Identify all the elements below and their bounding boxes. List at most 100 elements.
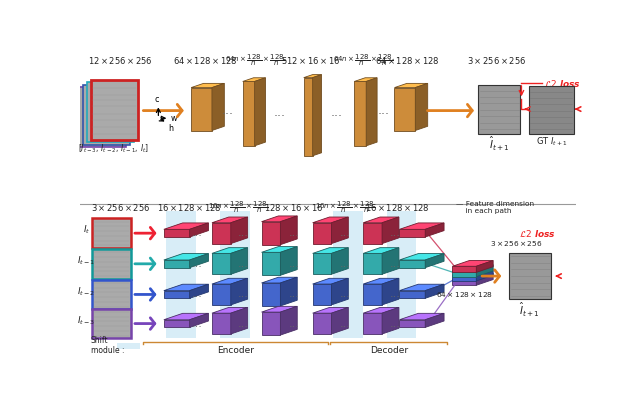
Polygon shape bbox=[425, 313, 444, 328]
Text: $\mathcal{L}2$ loss: $\mathcal{L}2$ loss bbox=[544, 78, 580, 88]
Polygon shape bbox=[212, 313, 231, 334]
FancyBboxPatch shape bbox=[387, 211, 416, 338]
Polygon shape bbox=[415, 84, 428, 131]
Text: ...: ... bbox=[390, 318, 401, 329]
Text: Encoder: Encoder bbox=[217, 346, 254, 355]
Text: — Feature dimension
    in each path: — Feature dimension in each path bbox=[456, 201, 534, 214]
Polygon shape bbox=[364, 307, 399, 313]
Polygon shape bbox=[452, 261, 493, 266]
Polygon shape bbox=[476, 273, 493, 285]
FancyBboxPatch shape bbox=[478, 84, 520, 134]
Polygon shape bbox=[355, 82, 366, 146]
Text: $64n\times\dfrac{128}{n}\times\dfrac{128}{n}$: $64n\times\dfrac{128}{n}\times\dfrac{128… bbox=[225, 53, 285, 68]
Text: ...: ... bbox=[289, 228, 300, 238]
Text: w: w bbox=[171, 114, 177, 123]
Text: $64n\times\dfrac{128}{n}\times\dfrac{128}{n}$: $64n\times\dfrac{128}{n}\times\dfrac{128… bbox=[333, 53, 393, 68]
Polygon shape bbox=[355, 78, 377, 82]
Polygon shape bbox=[231, 278, 248, 305]
Text: ...: ... bbox=[274, 105, 286, 119]
FancyBboxPatch shape bbox=[166, 211, 196, 338]
Text: $512\times16\times16$: $512\times16\times16$ bbox=[281, 55, 340, 66]
Polygon shape bbox=[425, 254, 444, 267]
Polygon shape bbox=[332, 278, 348, 305]
Text: h: h bbox=[168, 124, 173, 133]
Polygon shape bbox=[262, 247, 297, 252]
FancyBboxPatch shape bbox=[529, 86, 573, 134]
Text: $I_t$: $I_t$ bbox=[83, 224, 90, 236]
FancyBboxPatch shape bbox=[79, 87, 126, 147]
Text: $12\times256\times256$: $12\times256\times256$ bbox=[88, 55, 153, 66]
Text: $I_{t-1}$: $I_{t-1}$ bbox=[77, 254, 95, 267]
Polygon shape bbox=[189, 223, 209, 237]
Text: ...: ... bbox=[238, 228, 249, 238]
Text: $I_{t-3}$: $I_{t-3}$ bbox=[77, 314, 95, 327]
Polygon shape bbox=[452, 273, 493, 279]
Polygon shape bbox=[332, 217, 348, 244]
Text: $\mathcal{L}2$ loss: $\mathcal{L}2$ loss bbox=[520, 228, 556, 239]
Polygon shape bbox=[280, 306, 297, 335]
Polygon shape bbox=[382, 217, 399, 244]
Text: $3\times256\times256$: $3\times256\times256$ bbox=[91, 202, 150, 213]
Polygon shape bbox=[332, 248, 348, 274]
Polygon shape bbox=[191, 88, 212, 131]
Text: ...: ... bbox=[192, 228, 203, 238]
Text: ...: ... bbox=[390, 289, 401, 299]
Polygon shape bbox=[364, 217, 399, 223]
Polygon shape bbox=[364, 278, 399, 284]
Text: ...: ... bbox=[390, 228, 401, 238]
Polygon shape bbox=[312, 278, 348, 284]
Polygon shape bbox=[231, 248, 248, 274]
Polygon shape bbox=[476, 265, 493, 277]
FancyBboxPatch shape bbox=[92, 309, 131, 338]
Polygon shape bbox=[399, 229, 425, 237]
Text: Shift
module :: Shift module : bbox=[91, 336, 124, 355]
Polygon shape bbox=[399, 291, 425, 298]
Polygon shape bbox=[399, 254, 444, 260]
Polygon shape bbox=[164, 320, 189, 328]
Polygon shape bbox=[312, 248, 348, 254]
Polygon shape bbox=[189, 254, 209, 267]
FancyBboxPatch shape bbox=[83, 85, 130, 144]
Polygon shape bbox=[164, 223, 209, 229]
Polygon shape bbox=[280, 216, 297, 245]
Text: $\hat{I}_{t+1}$: $\hat{I}_{t+1}$ bbox=[489, 135, 509, 153]
Polygon shape bbox=[212, 254, 231, 274]
Text: $\hat{I}_{t+1}$: $\hat{I}_{t+1}$ bbox=[520, 301, 540, 319]
Polygon shape bbox=[366, 78, 377, 146]
Polygon shape bbox=[364, 284, 382, 305]
Polygon shape bbox=[164, 291, 189, 298]
Text: ...: ... bbox=[378, 104, 390, 117]
Polygon shape bbox=[399, 223, 444, 229]
Text: $16\times128\times128$: $16\times128\times128$ bbox=[365, 202, 430, 213]
Polygon shape bbox=[394, 88, 415, 131]
Polygon shape bbox=[231, 217, 248, 244]
Polygon shape bbox=[280, 277, 297, 306]
Polygon shape bbox=[399, 320, 425, 328]
FancyBboxPatch shape bbox=[333, 211, 363, 338]
Text: ...: ... bbox=[289, 318, 300, 329]
Text: c: c bbox=[154, 95, 159, 103]
Polygon shape bbox=[312, 313, 332, 334]
Polygon shape bbox=[304, 78, 312, 156]
Polygon shape bbox=[212, 248, 248, 254]
Text: ...: ... bbox=[340, 318, 351, 329]
FancyBboxPatch shape bbox=[92, 280, 131, 309]
Polygon shape bbox=[312, 74, 321, 156]
Text: $128\times16\times16$: $128\times16\times16$ bbox=[264, 202, 323, 213]
Polygon shape bbox=[425, 223, 444, 237]
Text: $3\times256\times256$: $3\times256\times256$ bbox=[467, 55, 526, 66]
Text: ...: ... bbox=[238, 318, 249, 329]
Polygon shape bbox=[382, 307, 399, 334]
Text: GT $I_{t+1}$: GT $I_{t+1}$ bbox=[536, 135, 567, 148]
Polygon shape bbox=[164, 254, 209, 260]
Polygon shape bbox=[191, 84, 225, 88]
Text: $I_{t-2}$: $I_{t-2}$ bbox=[77, 285, 95, 298]
Polygon shape bbox=[231, 307, 248, 334]
Text: ...: ... bbox=[289, 259, 300, 269]
Polygon shape bbox=[212, 84, 225, 131]
Polygon shape bbox=[312, 254, 332, 274]
FancyBboxPatch shape bbox=[87, 82, 134, 142]
Text: ...: ... bbox=[289, 289, 300, 299]
FancyBboxPatch shape bbox=[220, 211, 250, 338]
Text: ...: ... bbox=[340, 228, 351, 238]
